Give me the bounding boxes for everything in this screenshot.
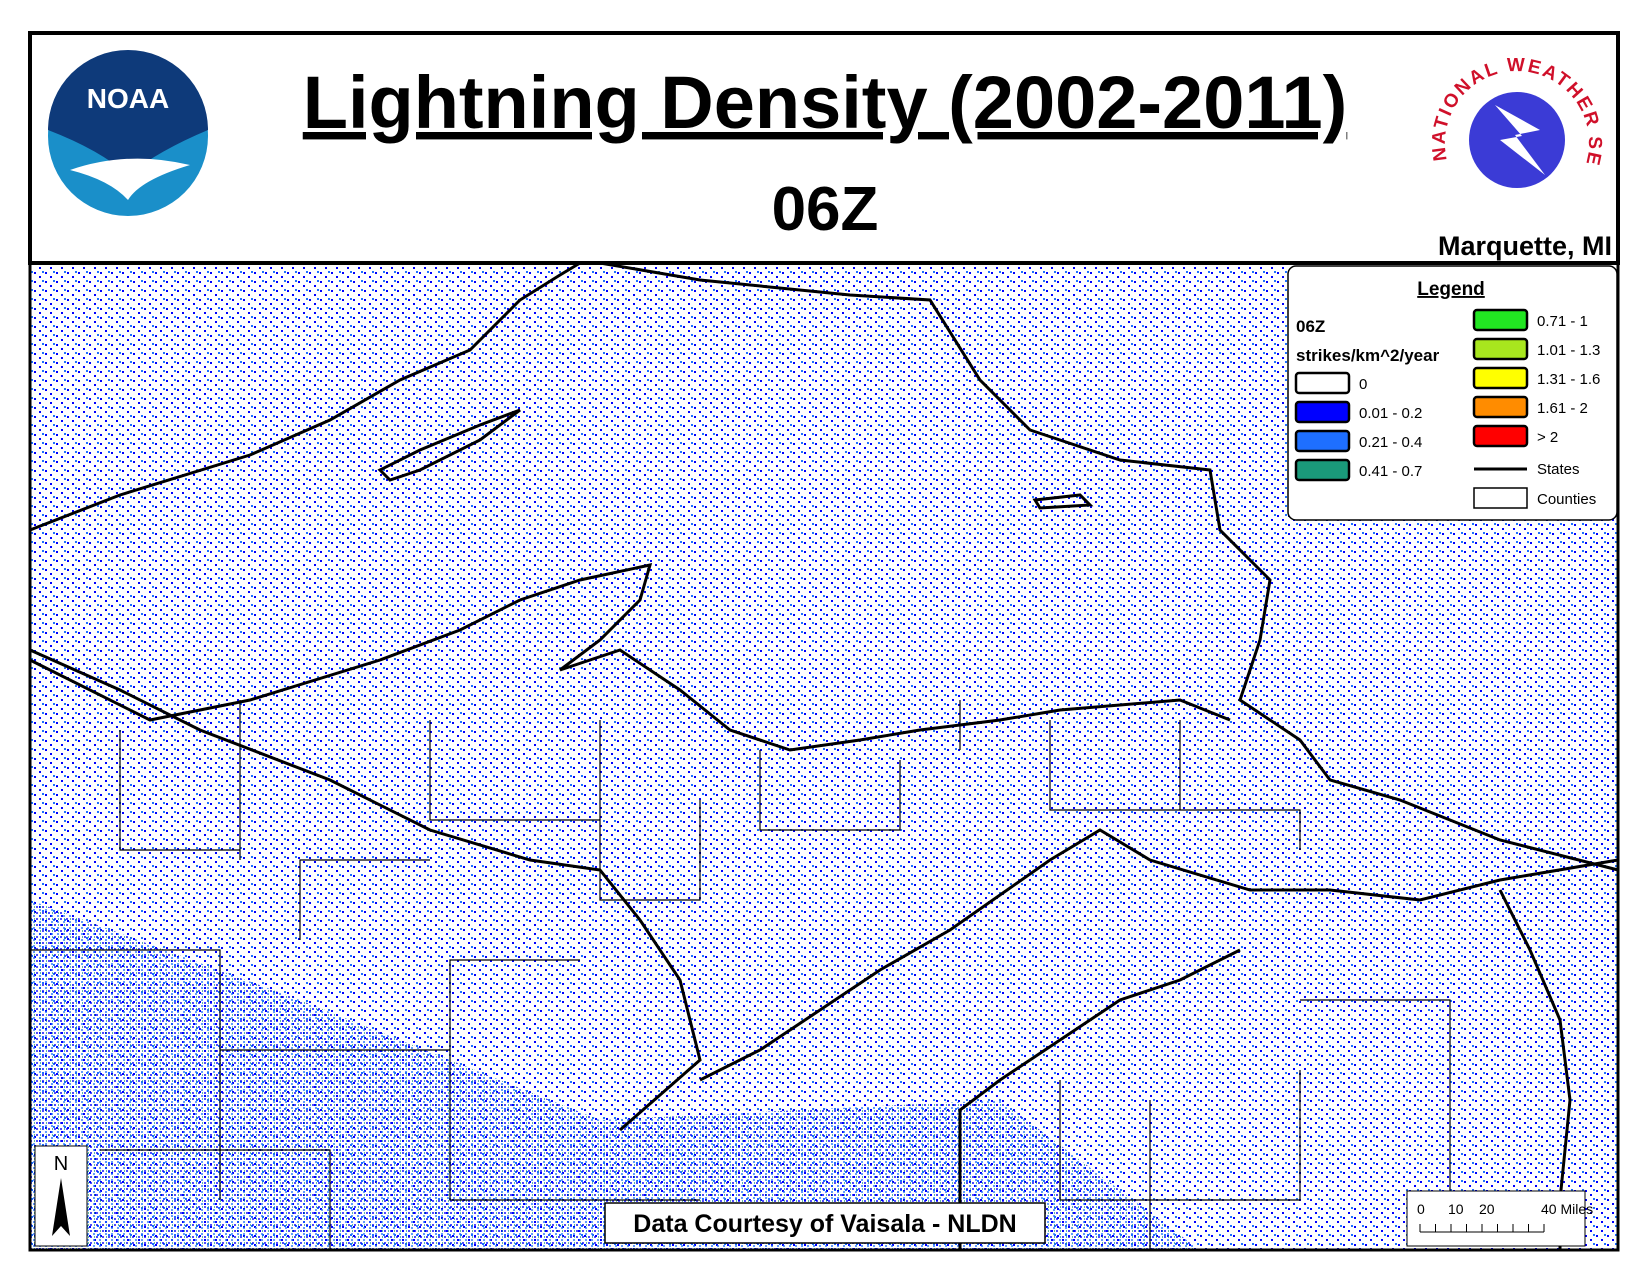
- legend-label: 0.41 - 0.7: [1359, 463, 1422, 480]
- title: Lightning Density (2002-2011): [303, 61, 1348, 144]
- legend-swatch: [1294, 400, 1351, 424]
- legend-label: 0: [1359, 376, 1367, 393]
- county-lines: [30, 700, 1451, 1250]
- north-label: N: [54, 1153, 68, 1175]
- dense-area: [30, 900, 1200, 1250]
- states-label: States: [1537, 461, 1580, 478]
- legend-label: 1.01 - 1.3: [1537, 342, 1600, 359]
- legend-label: 1.61 - 2: [1537, 400, 1588, 417]
- legend-label: > 2: [1537, 429, 1558, 446]
- office: Marquette, MI: [1438, 231, 1612, 261]
- legend-swatch: [1294, 429, 1351, 453]
- scale-label: 10: [1448, 1201, 1464, 1217]
- legend-label: 0.21 - 0.4: [1359, 434, 1422, 451]
- scale-label: 20: [1479, 1201, 1495, 1217]
- noaa-top: [48, 50, 208, 175]
- subtitle: 06Z: [772, 175, 879, 244]
- noaa-text: NOAA: [87, 83, 169, 114]
- scale-box: [1406, 1190, 1586, 1247]
- legend-swatch: [1472, 337, 1529, 361]
- noaa-logo: NOAA: [48, 50, 208, 216]
- coastlines: [29, 261, 1619, 1250]
- noaa-bird: [70, 158, 190, 200]
- scale-label: 40 Miles: [1541, 1201, 1593, 1217]
- counties-swatch: [1473, 487, 1528, 509]
- north-arrow-shape: [52, 1178, 70, 1236]
- legend-swatch: [1472, 395, 1529, 419]
- nws-bolt: [1495, 105, 1545, 175]
- legend-label: 0.71 - 1: [1537, 313, 1588, 330]
- legend-hour: 06Z: [1296, 317, 1325, 336]
- header: [28, 31, 1620, 265]
- legend-label: 1.31 - 1.6: [1537, 371, 1600, 388]
- legend-swatch: [1472, 366, 1529, 390]
- legend-title: Legend: [1417, 279, 1485, 300]
- legend-units: strikes/km^2/year: [1296, 346, 1440, 365]
- north-arrow: N: [34, 1145, 88, 1247]
- scale-label: 0: [1417, 1201, 1425, 1217]
- legend-swatch: [1294, 371, 1351, 395]
- legend-swatch: [1472, 308, 1529, 332]
- attribution: Data Courtesy of Vaisala - NLDN: [633, 1210, 1016, 1238]
- scale-bar: 0 10 20 40 Miles: [1406, 1190, 1593, 1247]
- attribution-box: [604, 1202, 1046, 1244]
- legend-swatch: [1294, 458, 1351, 482]
- counties-label: Counties: [1537, 491, 1596, 508]
- legend-label: 0.01 - 0.2: [1359, 405, 1422, 422]
- legend-box: [1287, 265, 1618, 521]
- legend: Legend 06Z strikes/km^2/year States Coun…: [1287, 265, 1618, 521]
- legend-swatch: [1472, 424, 1529, 448]
